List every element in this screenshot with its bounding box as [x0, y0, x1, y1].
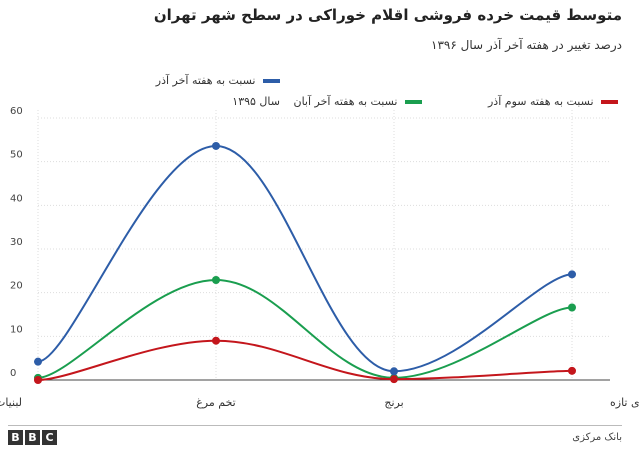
data-point: [34, 357, 42, 366]
data-point: [568, 270, 576, 279]
chart-subtitle: درصد تغییر در هفته آخر آذر سال ۱۳۹۶: [431, 38, 622, 52]
legend-label-azar3: نسبت به هفته سوم آذر: [488, 95, 594, 108]
chart-title: متوسط قیمت خرده فروشی اقلام خوراکی در سط…: [153, 6, 622, 24]
series-line: [37, 339, 573, 381]
legend-item-year: نسبت به هفته آخر آذر: [156, 74, 280, 87]
legend-swatch-blue: [263, 79, 280, 83]
legend-label-aban: نسبت به هفته آخر آبان: [293, 95, 398, 108]
series-line: [37, 279, 573, 379]
source-label: بانک مرکزی: [572, 432, 622, 443]
bbc-logo-letter: B: [8, 430, 23, 445]
data-point: [568, 303, 576, 312]
y-tick-label: 30: [10, 237, 23, 248]
legend-label-year: نسبت به هفته آخر آذر: [155, 74, 256, 87]
legend-swatch-red: [601, 100, 618, 104]
y-tick-label: 0: [10, 368, 16, 379]
y-tick-label: 10: [10, 324, 23, 335]
legend-swatch-green: [405, 100, 422, 104]
y-tick-label: 50: [10, 150, 23, 161]
data-point: [212, 336, 220, 345]
legend-item-azar3: نسبت به هفته سوم آذر: [488, 95, 618, 108]
bbc-logo-letter: B: [25, 430, 40, 445]
series-line: [37, 144, 573, 373]
x-tick-label: برنج: [384, 396, 403, 409]
data-point: [212, 276, 220, 285]
legend-item-year-line2: سال ۱۳۹۵: [232, 95, 280, 108]
data-point: [390, 367, 398, 376]
legend-item-aban: نسبت به هفته آخر آبان: [293, 95, 422, 108]
data-point: [568, 366, 576, 375]
bbc-logo-letter: C: [42, 430, 57, 445]
x-tick-label: تخم مرغ: [196, 396, 236, 409]
footer-divider: [8, 425, 622, 426]
y-tick-label: 40: [10, 193, 23, 204]
bbc-logo: B B C: [8, 430, 57, 445]
legend-label-year-line2: سال ۱۳۹۵: [232, 95, 280, 108]
data-point: [390, 375, 398, 384]
y-tick-label: 20: [10, 281, 23, 292]
y-tick-label: 60: [10, 106, 23, 117]
x-tick-label: میوه‌های تازه: [610, 396, 640, 409]
data-point: [34, 376, 42, 384]
data-point: [212, 141, 220, 150]
x-tick-label: لبنیات: [0, 396, 22, 409]
